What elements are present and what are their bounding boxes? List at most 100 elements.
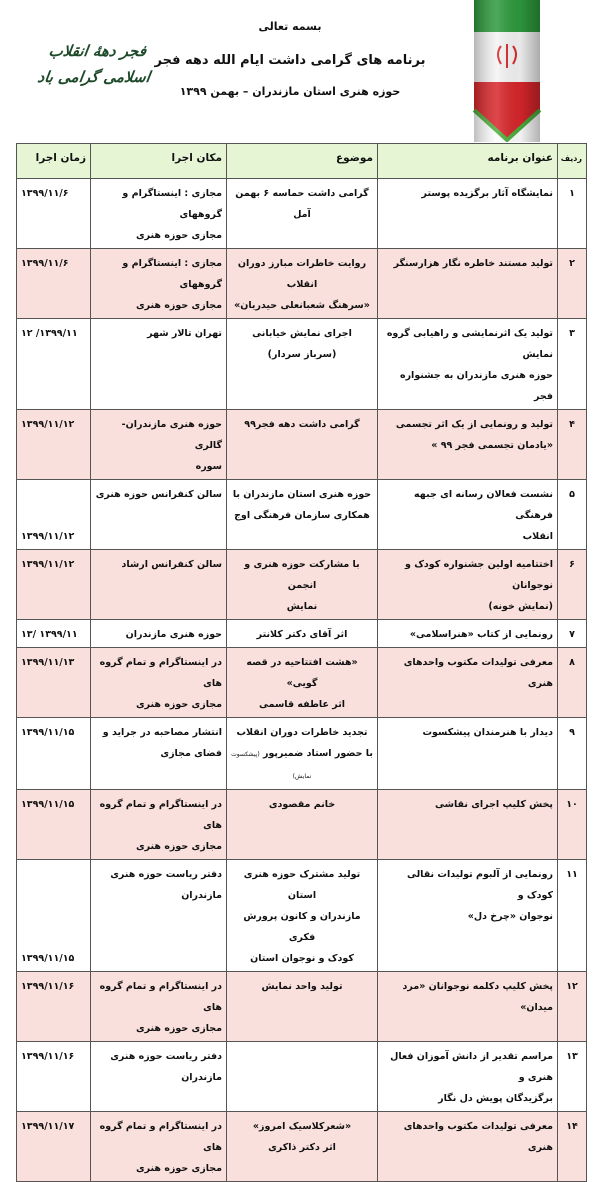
venue-cell: در اینستاگرام و تمام گروه های مجازی حوزه… [90, 1111, 227, 1182]
row-number-text: ۱۰ [566, 799, 578, 810]
program-title-cell: رونمایی از آلبوم تولیدات نقالی کودک و نو… [377, 859, 558, 972]
topic-cell: خانم مقصودی [226, 789, 378, 860]
topic-cell-text: تولید مشترک حوزه هنری استان مازندران و ک… [243, 869, 361, 964]
date-cell-text: ۱۳۹۹/۱۱/۶ [21, 258, 69, 269]
row-number: ۲ [557, 248, 587, 319]
date-cell: ۱۳۹۹/۱۱/۱۲ [16, 409, 91, 480]
program-title-cell: رونمایی از کتاب «هنراسلامی» [377, 619, 558, 648]
venue-cell-text: در اینستاگرام و تمام گروه های مجازی حوزه… [99, 799, 222, 852]
row-number-text: ۶ [569, 559, 575, 570]
program-title-cell: دیدار با هنرمندان پیشکسوت [377, 717, 558, 790]
venue-cell-text: حوزه هنری مازندران [125, 629, 222, 640]
date-cell: ۱۳۹۹/۱۱/۱۵ [16, 789, 91, 860]
row-number: ۱۱ [557, 859, 587, 972]
date-cell: ۱۳۹۹/۱۱/۱۵ [16, 859, 91, 972]
program-title-cell-text: پخش کلیپ دکلمه نوجوانان «مرد میدان» [402, 981, 553, 1013]
topic-cell-text: «هشت افتتاحیه در قصه گویی» اثر عاطفه قاس… [246, 657, 358, 710]
row-number-text: ۳ [569, 328, 575, 339]
date-cell-text: ۱۳۹۹/۱۱/۱۵ [21, 799, 75, 810]
program-title-cell-text: معرفی تولیدات مکتوب واحدهای هنری [403, 1121, 553, 1153]
program-title-cell: تولید یک اثرنمایشی و راهیابی گروه نمایش … [377, 318, 558, 410]
topic-cell-text: حوزه هنری استان مازندران با همکاری سازما… [232, 489, 372, 521]
table-row: ۵ نشست فعالان رسانه ای جبهه فرهنگی انقلاب… [16, 479, 587, 550]
topic-cell-text: اثر آقای دکتر کلانتر [256, 629, 348, 640]
table-row: ۱۲ پخش کلیپ دکلمه نوجوانان «مرد میدان» تول… [16, 971, 587, 1042]
date-cell-text: ۱۳۹۹/۱۱/۱۷ [21, 1121, 75, 1132]
date-cell-text: ۱۳۹۹/۱۱/۱۶ [21, 1051, 75, 1062]
row-number-text: ۴ [569, 419, 575, 430]
table-header-row: ردیف عنوان برنامه موضوع مکان اجرا زمان ا… [16, 143, 587, 179]
venue-cell: مجازی : اینستاگرام و گروههای مجازی حوزه … [90, 178, 227, 249]
program-title-cell-text: تولید مستند خاطره نگار هزارسنگر [393, 258, 553, 269]
topic-cell-text: با مشارکت حوزه هنری و انجمن نمایش [244, 559, 360, 612]
date-cell: ۱۳۹۹/۱۱ /۱۳ [16, 619, 91, 648]
program-title-cell: نمایشگاه آثار برگزیده پوستر [377, 178, 558, 249]
table-row: ۴ تولید و رونمایی از یک اثر تجسمی «یادمان… [16, 409, 587, 480]
topic-cell-text: تولید واحد نمایش [261, 981, 343, 992]
date-cell-text: ۱۳۹۹/۱۱/۱۲ [21, 531, 75, 542]
topic-cell-text: تجدید خاطرات دوران انقلاب با حضور استاد … [236, 727, 373, 759]
row-number: ۴ [557, 409, 587, 480]
date-cell-text: ۱۳۹۹/۱۱/۱۲ [21, 559, 75, 570]
topic-cell-text: روایت خاطرات مبارز دوران انقلاب «سرهنگ ش… [234, 258, 370, 311]
iran-flag-banner [472, 0, 542, 142]
topic-cell: با مشارکت حوزه هنری و انجمن نمایش [226, 549, 378, 620]
program-title-cell: معرفی تولیدات مکتوب واحدهای هنری [377, 1111, 558, 1182]
venue-cell-text: سالن کنفرانس حوزه هنری [95, 489, 222, 500]
program-title-cell-text: تولید یک اثرنمایشی و راهیابی گروه نمایش … [386, 328, 553, 402]
program-title-cell: پخش کلیپ اجرای نقاشی [377, 789, 558, 860]
table-row: ۱۴ معرفی تولیدات مکتوب واحدهای هنری «شعرکل… [16, 1111, 587, 1182]
program-title-cell-text: نشست فعالان رسانه ای جبهه فرهنگی انقلاب [414, 489, 553, 542]
program-title-cell: معرفی تولیدات مکتوب واحدهای هنری [377, 647, 558, 718]
column-header-row-number: ردیف [557, 143, 587, 179]
venue-cell: دفتر ریاست حوزه هنری مازندران [90, 859, 227, 972]
topic-cell: گرامی داشت حماسه ۶ بهمن آمل [226, 178, 378, 249]
date-cell-text: ۱۳۹۹/۱۱/۱۳ [21, 657, 75, 668]
topic-note: (پیشکسوت نمایش) [231, 751, 312, 780]
row-number: ۷ [557, 619, 587, 648]
table-row: ۱۰ پخش کلیپ اجرای نقاشی خانم مقصودی در اینس… [16, 789, 587, 860]
row-number-text: ۵ [569, 489, 575, 500]
table-row: ۸ معرفی تولیدات مکتوب واحدهای هنری «هشت اف… [16, 647, 587, 718]
program-title-cell-text: مراسم تقدیر از دانش آموزان فعال هنری و ب… [390, 1051, 553, 1104]
program-title-cell-text: اختتامیه اولین جشنواره کودک و نوجوانان (… [404, 559, 553, 612]
date-cell-text: ۱۳۹۹/۱۱ /۱۳ [21, 629, 78, 640]
venue-cell-text: حوزه هنری مازندران-گالری سوره [121, 419, 222, 472]
row-number: ۶ [557, 549, 587, 620]
venue-cell-text: در اینستاگرام و تمام گروه های مجازی حوزه… [99, 1121, 222, 1174]
program-title-cell: تولید و رونمایی از یک اثر تجسمی «یادمان … [377, 409, 558, 480]
program-table: ردیف عنوان برنامه موضوع مکان اجرا زمان ا… [16, 143, 587, 1182]
date-cell: ۱۳۹۹/۱۱/۶ [16, 178, 91, 249]
program-title-cell: پخش کلیپ دکلمه نوجوانان «مرد میدان» [377, 971, 558, 1042]
venue-cell: انتشار مصاحبه در جراید و فضای مجازی [90, 717, 227, 790]
venue-cell: در اینستاگرام و تمام گروه های مجازی حوزه… [90, 789, 227, 860]
topic-cell: «هشت افتتاحیه در قصه گویی» اثر عاطفه قاس… [226, 647, 378, 718]
row-number: ۱۳ [557, 1041, 587, 1112]
row-number: ۳ [557, 318, 587, 410]
date-cell: ۱۳۹۹/۱۱/۶ [16, 248, 91, 319]
row-number-text: ۷ [569, 629, 575, 640]
table-row: ۲ تولید مستند خاطره نگار هزارسنگر روایت خا… [16, 248, 587, 319]
row-number: ۹ [557, 717, 587, 790]
venue-cell-text: دفتر ریاست حوزه هنری مازندران [110, 1051, 222, 1083]
venue-cell: حوزه هنری مازندران [90, 619, 227, 648]
venue-cell-text: دفتر ریاست حوزه هنری مازندران [110, 869, 222, 901]
venue-cell-text: در اینستاگرام و تمام گروه های مجازی حوزه… [99, 981, 222, 1034]
date-cell-text: ۱۳۹۹/۱۱/۱۵ [21, 727, 75, 738]
program-title-cell-text: نمایشگاه آثار برگزیده پوستر [421, 188, 553, 199]
topic-cell: تولید واحد نمایش [226, 971, 378, 1042]
program-title-cell-text: پخش کلیپ اجرای نقاشی [434, 799, 553, 810]
date-cell: ۱۳۹۹/۱۱/۱۲ [16, 479, 91, 550]
row-number-text: ۱۳ [566, 1051, 578, 1062]
topic-cell: گرامی داشت دهه فجر۹۹ [226, 409, 378, 480]
row-number: ۱۰ [557, 789, 587, 860]
venue-cell-text: مجازی : اینستاگرام و گروههای مجازی حوزه … [122, 188, 222, 241]
row-number-text: ۱۲ [566, 981, 578, 992]
venue-cell: تهران تالار شهر [90, 318, 227, 410]
venue-cell-text: سالن کنفرانس ارشاد [121, 559, 222, 570]
venue-cell-text: انتشار مصاحبه در جراید و فضای مجازی [102, 727, 222, 759]
venue-cell: مجازی : اینستاگرام و گروههای مجازی حوزه … [90, 248, 227, 319]
topic-cell [226, 1041, 378, 1112]
date-cell: ۱۳۹۹/۱۱/۱۶ [16, 971, 91, 1042]
venue-cell-text: در اینستاگرام و تمام گروه های مجازی حوزه… [99, 657, 222, 710]
